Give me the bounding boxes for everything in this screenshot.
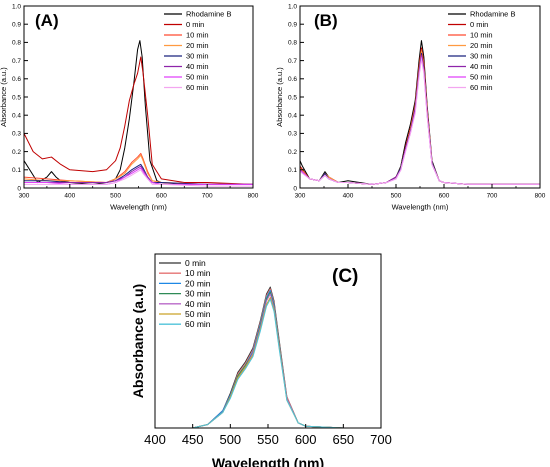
panel-a-legend-label: 60 min xyxy=(186,83,209,92)
panel-b-y-tick-label: 0.9 xyxy=(288,22,297,29)
panel-b-x-tick-label: 400 xyxy=(343,193,354,200)
panel-a-x-tick-label: 800 xyxy=(248,193,259,200)
panel-a-plot-frame xyxy=(23,5,254,189)
panel-b-y-tick-label: 0.7 xyxy=(288,58,297,65)
panel-c-x-tick-label: 450 xyxy=(182,432,204,447)
panel-b-y-tick-label: 0.2 xyxy=(288,149,297,156)
panel-a-y-tick-label: 0.3 xyxy=(12,131,21,138)
panel-a-y-tick-label: 0 xyxy=(17,185,21,192)
panel-a-legend-label: 50 min xyxy=(186,73,209,82)
panel-b-legend-label: 30 min xyxy=(470,52,493,61)
panel-a-legend-label: 10 min xyxy=(186,31,209,40)
panel-a-y-tick-label: 0.4 xyxy=(12,113,21,120)
panel-b-plot-frame xyxy=(299,5,541,189)
panel-b-x-tick-label: 300 xyxy=(295,193,306,200)
panel-a-x-tick-label: 400 xyxy=(64,193,75,200)
panel-a-x-tick-label: 600 xyxy=(156,193,167,200)
panel-a-y-tick-label: 0.7 xyxy=(12,58,21,65)
panel-b-legend-label: 10 min xyxy=(470,31,493,40)
panel-a-y-tick-label: 0.8 xyxy=(12,40,21,47)
panel-a-y-tick-label: 0.5 xyxy=(12,94,21,101)
panel-c-x-tick-label: 400 xyxy=(144,432,166,447)
panel-c-x-tick-label: 500 xyxy=(219,432,241,447)
panel-b-y-tick-label: 0.3 xyxy=(288,131,297,138)
panel-c-series-line xyxy=(155,298,381,428)
panel-b-legend-label: 40 min xyxy=(470,62,493,71)
panel-a-legend-label: 40 min xyxy=(186,62,209,71)
panel-a-y-tick-label: 0.2 xyxy=(12,149,21,156)
panel-c-legend-label: 20 min xyxy=(185,278,211,288)
panel-a-panel-label: (A) xyxy=(35,11,59,30)
panel-c-legend-label: 60 min xyxy=(185,319,211,329)
panel-a-legend-label: 30 min xyxy=(186,52,209,61)
panel-c-panel-label: (C) xyxy=(332,266,358,287)
panel-c-x-tick-label: 650 xyxy=(332,432,354,447)
panel-b-y-tick-label: 0 xyxy=(293,185,297,192)
panel-b-x-tick-label: 700 xyxy=(487,193,498,200)
panel-a-y-axis-label: Absorbance (a.u.) xyxy=(0,67,8,127)
panel-b-x-axis-label: Wavelength (nm) xyxy=(392,203,449,212)
panel-a-x-tick-label: 700 xyxy=(202,193,213,200)
panel-c-legend-label: 30 min xyxy=(185,289,211,299)
panel-c-x-axis-label: Wavelength (nm) xyxy=(212,455,324,467)
panel-b-legend-label: 60 min xyxy=(470,83,493,92)
panel-a-y-tick-label: 0.9 xyxy=(12,22,21,29)
panel-c-legend-label: 10 min xyxy=(185,268,211,278)
panel-c-legend-label: 40 min xyxy=(185,299,211,309)
panel-c-x-tick-label: 550 xyxy=(257,432,279,447)
panel-a-y-tick-label: 1.0 xyxy=(12,3,21,10)
panel-a-x-tick-label: 500 xyxy=(110,193,121,200)
panel-b-panel-label: (B) xyxy=(314,11,338,30)
panel-b-legend-label: 20 min xyxy=(470,41,493,50)
panel-a-y-tick-label: 0.6 xyxy=(12,76,21,83)
panel-a-series-line xyxy=(24,169,253,187)
panel-b-series-line xyxy=(300,54,540,185)
panel-b-y-tick-label: 0.5 xyxy=(288,94,297,101)
panel-a-y-tick-label: 0.1 xyxy=(12,167,21,174)
panel-a-series-line xyxy=(24,56,253,185)
panel-b-legend-label: 0 min xyxy=(470,20,488,29)
panel-b-legend-label: 50 min xyxy=(470,73,493,82)
panel-b-y-tick-label: 1.0 xyxy=(288,3,297,10)
panel-b-x-tick-label: 800 xyxy=(535,193,546,200)
panel-c-legend-label: 0 min xyxy=(185,258,206,268)
panel-a-x-axis-label: Wavelength (nm) xyxy=(110,203,167,212)
panel-b-y-tick-label: 0.4 xyxy=(288,113,297,120)
panel-b: 300 400 500 600 700 800 0 0.1 0.2 0.3 0.4 0.5 0.6 0.7… xyxy=(275,3,546,211)
panel-b-y-tick-label: 0.1 xyxy=(288,167,297,174)
panel-b-y-tick-label: 0.6 xyxy=(288,76,297,83)
panel-a-series-line xyxy=(24,40,253,185)
panel-c-legend-label: 50 min xyxy=(185,309,211,319)
panel-b-series-line xyxy=(300,56,540,185)
panel-c-x-tick-label: 700 xyxy=(370,432,392,447)
panel-a-legend-label: 0 min xyxy=(186,20,204,29)
panel-b-y-axis-label: Absorbance (a.u.) xyxy=(275,67,284,127)
panel-c-y-axis-label: Absorbance (a.u) xyxy=(130,284,146,398)
panel-b-x-tick-label: 600 xyxy=(439,193,450,200)
panel-b-y-tick-label: 0.8 xyxy=(288,40,297,47)
panel-a-x-tick-label: 300 xyxy=(19,193,30,200)
panel-a: 300 400 500 600 700 800 0 0.1 0.2 0.3 0.4 0.5 0.6 0.7… xyxy=(0,3,259,211)
panel-c-x-tick-label: 600 xyxy=(295,432,317,447)
panel-b-series-line xyxy=(300,58,540,185)
panel-b-legend-label: Rhodamine B xyxy=(470,10,515,19)
panel-c: 400 450 500 550 600 650 700 Wavelength (nm) Abso… xyxy=(130,253,392,467)
panel-b-x-tick-label: 500 xyxy=(391,193,402,200)
panel-a-series-line xyxy=(24,154,253,185)
panel-a-legend-label: 20 min xyxy=(186,41,209,50)
panel-a-legend-label: Rhodamine B xyxy=(186,10,231,19)
